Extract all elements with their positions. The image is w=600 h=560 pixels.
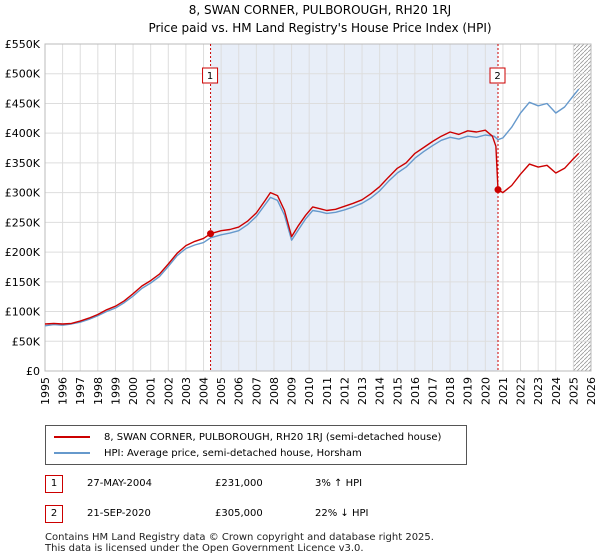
legend-item-hpi: HPI: Average price, semi-detached house,… (54, 446, 362, 462)
x-tick-label: 2025 (567, 377, 580, 405)
sale-price: £231,000 (215, 478, 263, 489)
x-tick-label: 2001 (145, 377, 158, 405)
sale-hpi-comparison: 3% ↑ HPI (315, 478, 363, 489)
x-tick-label: 2013 (356, 377, 369, 405)
legend-item-property: 8, SWAN CORNER, PULBOROUGH, RH20 1RJ (se… (54, 430, 441, 446)
x-tick-label: 2012 (338, 377, 351, 405)
sale-annotation-label: 1 (207, 71, 213, 82)
sale-price: £305,000 (215, 508, 263, 519)
x-tick-label: 2017 (426, 377, 439, 405)
sale-annotation-label: 2 (494, 71, 500, 82)
x-tick-label: 2019 (462, 377, 475, 405)
sale-hpi-comparison: 22% ↓ HPI (315, 508, 369, 519)
sale-row: 2 21-SEP-2020 £305,000 22% ↓ HPI (45, 504, 445, 524)
x-tick-label: 2010 (303, 377, 316, 405)
y-tick-label: £100K (5, 306, 41, 319)
x-tick-label: 2000 (127, 377, 140, 405)
x-tick-label: 1997 (74, 377, 87, 405)
legend-label-hpi: HPI: Average price, semi-detached house,… (104, 448, 362, 459)
x-tick-label: 2026 (585, 377, 598, 405)
price-chart: 8, SWAN CORNER, PULBOROUGH, RH20 1RJ Pri… (5, 3, 598, 405)
y-tick-label: £550K (5, 38, 41, 51)
y-tick-label: £450K (5, 97, 41, 110)
y-tick-label: £200K (5, 246, 41, 259)
y-tick-label: £250K (5, 216, 41, 229)
sale-date: 21-SEP-2020 (87, 508, 151, 519)
chart-subtitle: Price paid vs. HM Land Registry's House … (148, 21, 491, 35)
x-tick-label: 2007 (250, 377, 263, 405)
y-tick-label: £0 (26, 365, 40, 378)
x-tick-label: 2022 (515, 377, 528, 405)
x-tick-label: 2006 (233, 377, 246, 405)
y-tick-label: £300K (5, 187, 41, 200)
legend-swatch-hpi (54, 452, 90, 454)
y-tick-label: £400K (5, 127, 41, 140)
x-tick-label: 2002 (162, 377, 175, 405)
x-tick-label: 2024 (550, 377, 563, 405)
sale-annotation-box (489, 67, 506, 84)
sale-marker-badge: 2 (45, 505, 63, 523)
sale-point (494, 186, 502, 194)
x-tick-label: 2014 (374, 377, 387, 405)
chart-legend: 8, SWAN CORNER, PULBOROUGH, RH20 1RJ (se… (45, 425, 467, 465)
series-line-property (44, 129, 580, 325)
footer-line-licence: This data is licensed under the Open Gov… (45, 543, 364, 554)
sale-annotation-box (202, 67, 219, 84)
ownership-shade (210, 44, 499, 371)
x-tick-label: 2004 (198, 377, 211, 405)
legend-label-property: 8, SWAN CORNER, PULBOROUGH, RH20 1RJ (se… (104, 432, 442, 443)
x-tick-label: 2023 (532, 377, 545, 405)
y-tick-label: £50K (12, 335, 41, 348)
x-tick-label: 2020 (479, 377, 492, 405)
y-tick-label: £500K (5, 68, 41, 81)
x-tick-label: 2009 (286, 377, 299, 405)
x-tick-label: 2018 (444, 377, 457, 405)
series-line-hpi (44, 88, 580, 327)
x-tick-label: 2008 (268, 377, 281, 405)
sale-marker-badge: 1 (45, 475, 63, 493)
y-tick-label: £350K (5, 157, 41, 170)
chart-title: 8, SWAN CORNER, PULBOROUGH, RH20 1RJ (189, 3, 451, 17)
plot-border (44, 43, 592, 372)
x-tick-label: 2005 (215, 377, 228, 405)
future-hatch-region (573, 44, 591, 371)
x-tick-label: 2015 (391, 377, 404, 405)
footer-line-copyright: Contains HM Land Registry data © Crown c… (45, 532, 434, 543)
x-tick-label: 2003 (180, 377, 193, 405)
x-tick-label: 2011 (321, 377, 334, 405)
x-tick-label: 2016 (409, 377, 422, 405)
sale-point (207, 230, 215, 238)
x-tick-label: 1995 (39, 377, 52, 405)
sale-row: 1 27-MAY-2004 £231,000 3% ↑ HPI (45, 474, 445, 494)
sale-date: 27-MAY-2004 (87, 478, 153, 489)
legend-swatch-property (54, 436, 90, 438)
x-tick-label: 1999 (109, 377, 122, 405)
x-tick-label: 2021 (497, 377, 510, 405)
y-tick-label: £150K (5, 276, 41, 289)
x-tick-label: 1996 (57, 377, 70, 405)
footer-attribution: Contains HM Land Registry data © Crown c… (45, 532, 434, 554)
x-tick-label: 1998 (92, 377, 105, 405)
